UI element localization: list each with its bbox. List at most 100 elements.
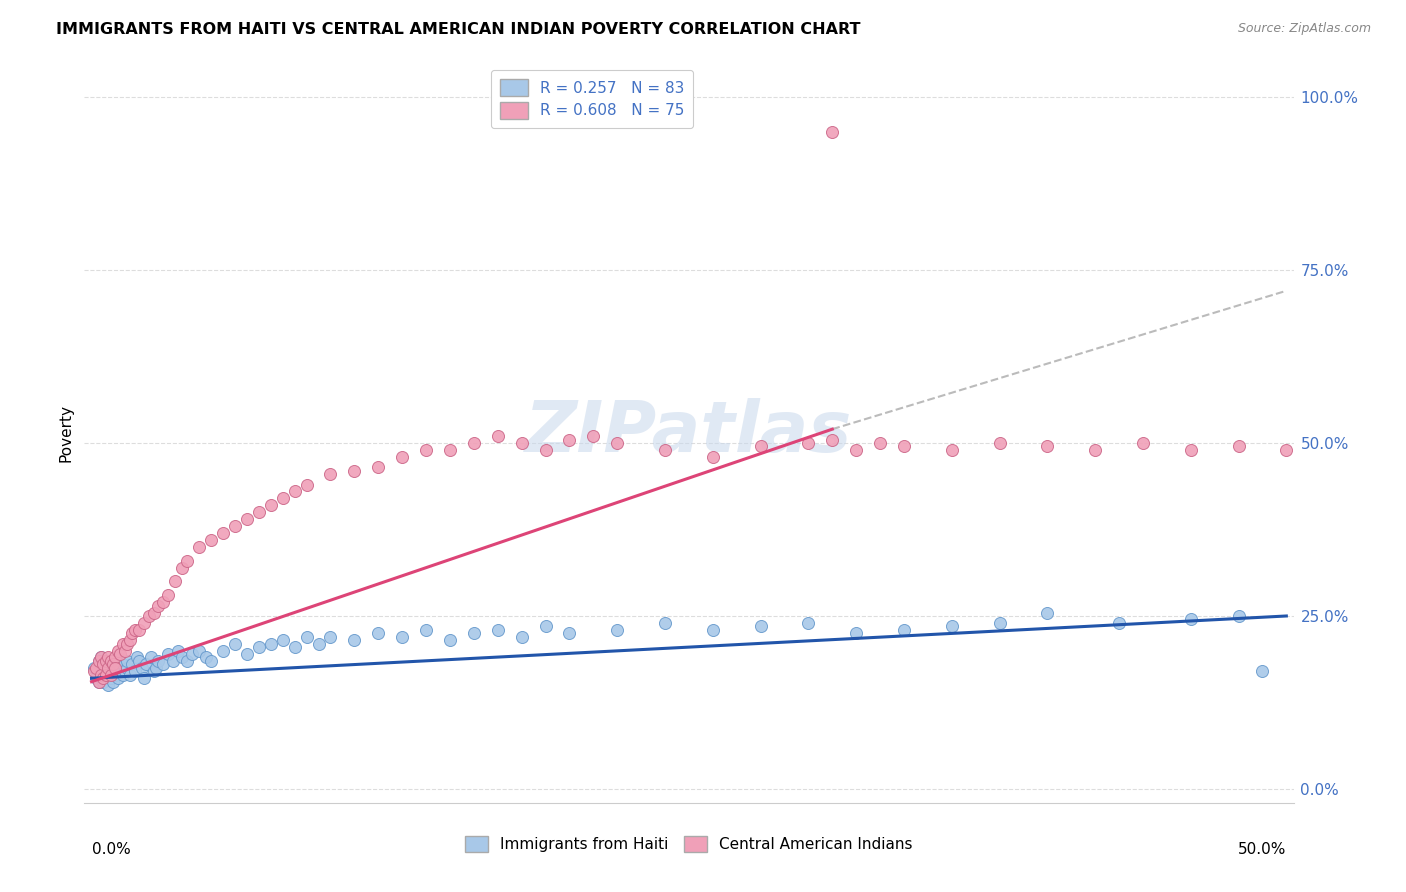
Point [941, 619, 963, 633]
Point [236, 647, 259, 661]
Point [132, 671, 155, 685]
Point [104, 650, 127, 665]
Point [1132, 436, 1154, 450]
Point [534, 442, 557, 457]
Point [97, 678, 120, 692]
Point [367, 626, 389, 640]
Point [101, 665, 124, 679]
Point [135, 657, 157, 672]
Point [128, 623, 150, 637]
Point [107, 650, 129, 665]
Legend: Immigrants from Haiti, Central American Indians: Immigrants from Haiti, Central American … [460, 830, 918, 858]
Point [176, 654, 198, 668]
Point [145, 661, 167, 675]
Point [702, 623, 724, 637]
Point [97, 661, 120, 675]
Point [821, 125, 844, 139]
Point [97, 650, 120, 665]
Point [439, 442, 461, 457]
Text: IMMIGRANTS FROM HAITI VS CENTRAL AMERICAN INDIAN POVERTY CORRELATION CHART: IMMIGRANTS FROM HAITI VS CENTRAL AMERICA… [56, 22, 860, 37]
Point [271, 633, 294, 648]
Point [180, 647, 202, 661]
Point [94, 657, 117, 672]
Point [121, 626, 143, 640]
Point [172, 560, 194, 574]
Point [108, 661, 131, 675]
Point [224, 637, 246, 651]
Point [343, 633, 366, 648]
Text: 0.0%: 0.0% [91, 842, 131, 856]
Point [162, 654, 184, 668]
Point [582, 429, 605, 443]
Point [212, 525, 235, 540]
Point [439, 633, 461, 648]
Point [97, 661, 120, 675]
Point [845, 442, 868, 457]
Point [172, 650, 194, 665]
Point [111, 667, 134, 681]
Point [104, 657, 127, 672]
Point [391, 630, 413, 644]
Point [463, 626, 485, 640]
Point [114, 643, 136, 657]
Point [117, 661, 139, 675]
Point [797, 615, 820, 630]
Point [247, 505, 270, 519]
Point [87, 654, 110, 668]
Point [100, 671, 122, 685]
Point [93, 674, 115, 689]
Point [90, 650, 112, 665]
Point [654, 615, 676, 630]
Point [87, 674, 110, 689]
Point [93, 657, 115, 672]
Point [988, 615, 1011, 630]
Point [87, 674, 110, 689]
Point [148, 654, 170, 668]
Point [1036, 440, 1059, 454]
Point [271, 491, 294, 506]
Point [152, 657, 174, 672]
Point [367, 460, 389, 475]
Point [188, 540, 211, 554]
Point [138, 609, 160, 624]
Point [558, 626, 581, 640]
Point [295, 630, 318, 644]
Point [510, 630, 533, 644]
Point [125, 650, 148, 665]
Point [121, 657, 143, 672]
Point [749, 440, 772, 454]
Point [415, 623, 437, 637]
Text: 50.0%: 50.0% [1237, 842, 1286, 856]
Point [606, 436, 628, 450]
Point [108, 654, 131, 668]
Point [1227, 440, 1250, 454]
Point [94, 667, 117, 681]
Point [988, 436, 1011, 450]
Point [1180, 612, 1202, 626]
Point [200, 533, 222, 547]
Point [132, 615, 155, 630]
Point [117, 637, 139, 651]
Point [486, 623, 509, 637]
Point [131, 661, 153, 675]
Y-axis label: Poverty: Poverty [58, 403, 73, 462]
Point [284, 484, 307, 499]
Point [319, 467, 342, 482]
Point [343, 464, 366, 478]
Point [1227, 609, 1250, 624]
Point [84, 661, 107, 675]
Point [236, 512, 259, 526]
Point [1251, 665, 1274, 679]
Point [247, 640, 270, 654]
Point [295, 477, 318, 491]
Point [319, 630, 342, 644]
Point [1180, 442, 1202, 457]
Point [224, 519, 246, 533]
Point [1036, 606, 1059, 620]
Point [101, 674, 124, 689]
Point [702, 450, 724, 464]
Point [107, 643, 129, 657]
Point [200, 654, 222, 668]
Point [165, 574, 187, 589]
Point [128, 654, 150, 668]
